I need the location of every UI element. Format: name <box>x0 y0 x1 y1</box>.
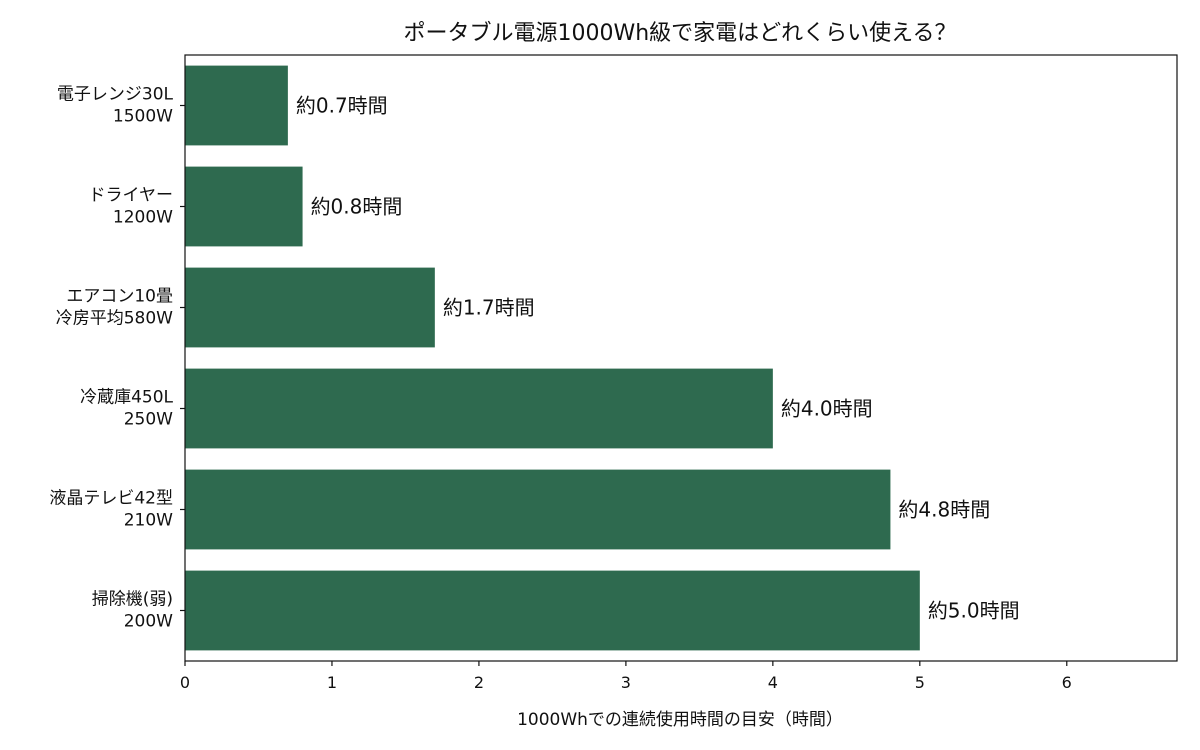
category-label: 210W <box>124 511 173 531</box>
bar-value-label: 約0.7時間 <box>296 94 388 118</box>
x-tick-label: 3 <box>621 673 631 692</box>
category-label: 1200W <box>113 208 173 228</box>
category-label: ドライヤー <box>89 186 174 206</box>
category-label: 掃除機(弱) <box>92 590 173 610</box>
category-label: 液晶テレビ42型 <box>49 489 173 509</box>
category-label: 冷房平均580W <box>56 309 173 329</box>
bar-value-label: 約4.8時間 <box>898 498 990 522</box>
bar <box>185 65 288 146</box>
x-tick-label: 0 <box>180 673 190 692</box>
x-tick-label: 6 <box>1062 673 1072 692</box>
x-tick-label: 2 <box>474 673 484 692</box>
bars-group <box>185 65 920 651</box>
chart-title: ポータブル電源1000Wh級で家電はどれくらい使える？ <box>403 21 956 46</box>
bar <box>185 469 891 550</box>
bar <box>185 368 773 449</box>
category-label: 電子レンジ30L <box>57 85 174 105</box>
x-axis-label: 1000Whでの連続使用時間の目安（時間） <box>517 709 843 730</box>
x-axis: 0 1 2 3 4 5 6 <box>180 661 1072 692</box>
bar-value-label: 約1.7時間 <box>443 296 535 320</box>
x-tick-label: 1 <box>327 673 337 692</box>
bar <box>185 570 920 651</box>
category-label: エアコン10畳 <box>66 287 173 307</box>
bar-value-label: 約5.0時間 <box>928 599 1020 623</box>
x-tick-label: 5 <box>915 673 925 692</box>
category-label: 200W <box>124 612 173 632</box>
plot-frame <box>184 54 1178 662</box>
category-label: 1500W <box>113 107 173 127</box>
x-tick-label: 4 <box>768 673 778 692</box>
bar-value-label: 約0.8時間 <box>311 195 403 219</box>
category-label: 冷蔵庫450L <box>80 388 173 408</box>
bar <box>185 166 303 247</box>
bar-value-label: 約4.0時間 <box>781 397 873 421</box>
bar <box>185 267 435 348</box>
category-label: 250W <box>124 410 173 430</box>
